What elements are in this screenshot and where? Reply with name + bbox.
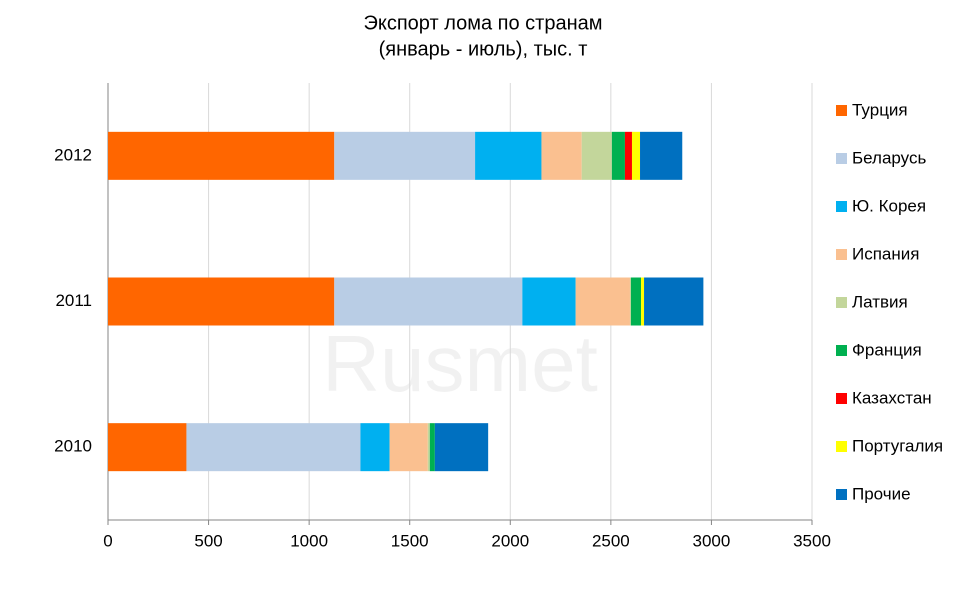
legend-label: Прочие: [852, 484, 911, 503]
bar-segment: [108, 423, 187, 472]
bar-segment: [640, 131, 683, 180]
legend-swatch: [836, 201, 847, 212]
x-tick-label: 2000: [491, 531, 529, 550]
legend-label: Франция: [852, 340, 922, 359]
legend-label: Беларусь: [852, 148, 926, 167]
bar-segment: [360, 423, 390, 472]
bar-segment: [630, 277, 642, 326]
y-tick-label: 2010: [54, 437, 92, 456]
legend-label: Казахстан: [852, 388, 932, 407]
legend-label: Испания: [852, 244, 919, 263]
bar-segment: [389, 423, 428, 472]
legend-swatch: [836, 393, 847, 404]
legend-label: Турция: [852, 100, 908, 119]
x-tick-label: 3000: [693, 531, 731, 550]
x-tick-label: 500: [194, 531, 222, 550]
y-tick-label: 2011: [55, 291, 92, 310]
legend-label: Ю. Корея: [852, 196, 926, 215]
bar-segment: [631, 131, 641, 180]
legend-swatch: [836, 345, 847, 356]
watermark: Rusmet: [322, 319, 598, 408]
bar-segment: [541, 131, 582, 180]
bar-segment: [108, 131, 335, 180]
bar-segment: [575, 277, 630, 326]
bar-segment: [108, 277, 335, 326]
y-tick-label: 2012: [54, 145, 92, 164]
x-tick-label: 3500: [793, 531, 831, 550]
bar-segment: [427, 423, 430, 472]
x-tick-label: 1000: [290, 531, 328, 550]
x-tick-label: 2500: [592, 531, 630, 550]
bar-segment: [429, 423, 435, 472]
legend-swatch: [836, 105, 847, 116]
legend-swatch: [836, 441, 847, 452]
bar-segment: [186, 423, 361, 472]
bar-segment: [334, 277, 523, 326]
legend-swatch: [836, 489, 847, 500]
legend-swatch: [836, 297, 847, 308]
bar-segment: [624, 131, 632, 180]
bar-segment: [475, 131, 542, 180]
legend-swatch: [836, 153, 847, 164]
bar-segment: [629, 277, 631, 326]
bar-segment: [644, 277, 704, 326]
legend-label: Латвия: [852, 292, 908, 311]
bar-segment: [334, 131, 476, 180]
bar-segment: [641, 277, 645, 326]
legend-swatch: [836, 249, 847, 260]
chart-title: Экспорт лома по странам: [364, 12, 603, 34]
x-tick-label: 0: [103, 531, 112, 550]
bar-segment: [522, 277, 576, 326]
bar-segment: [434, 423, 489, 472]
x-tick-label: 1500: [391, 531, 429, 550]
bar-segment: [611, 131, 625, 180]
bar-segment: [581, 131, 612, 180]
legend-label: Португалия: [852, 436, 943, 455]
chart-subtitle: (январь - июль), тыс. т: [379, 38, 588, 60]
